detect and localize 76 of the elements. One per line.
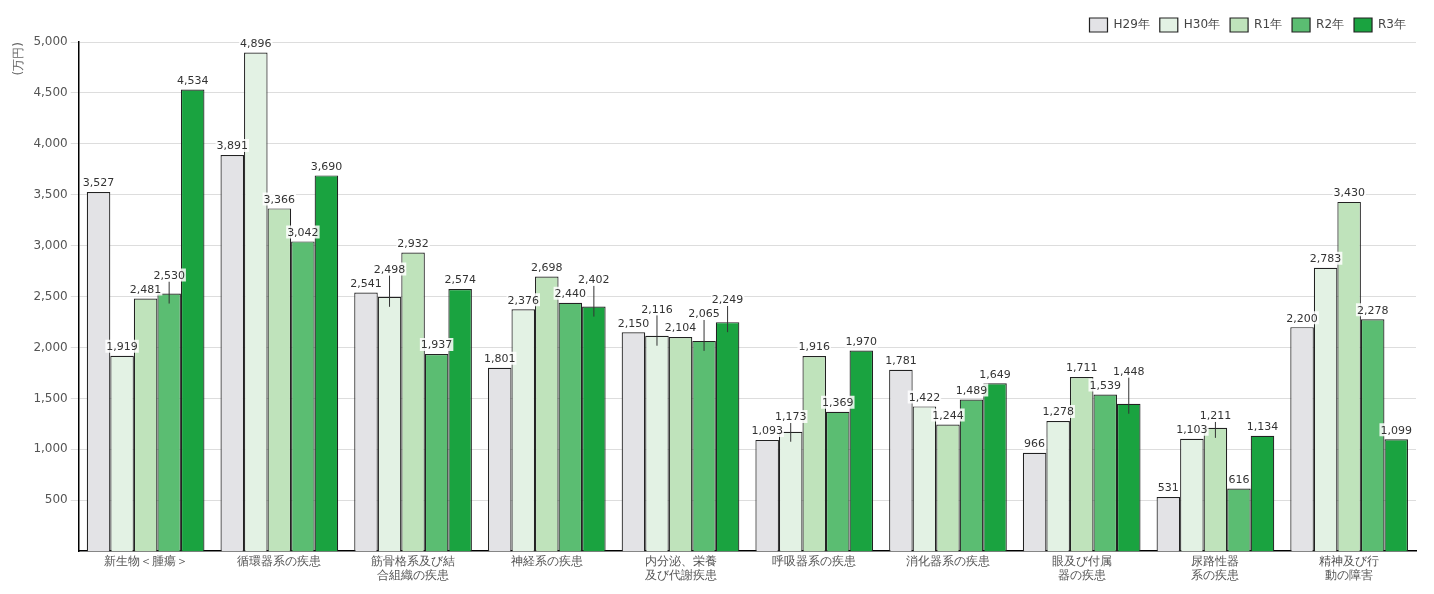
data-label: 1,103 [1176,423,1208,437]
y-tick-label: 500 [44,492,68,507]
data-label: 1,244 [932,408,964,422]
legend-label: H29年 [1113,17,1150,32]
data-label: 3,891 [216,139,249,153]
data-label: 531 [1157,481,1179,495]
data-label: 2,065 [688,307,720,321]
x-tick-label: 循環器系の疾患 [237,553,322,568]
data-label: 2,932 [397,236,429,250]
data-label: 2,249 [711,293,744,307]
y-tick-label: 2,500 [33,288,68,303]
data-label: 1,801 [483,352,516,366]
x-tick-label: 新生物＜腫瘍＞ [103,553,188,568]
data-label: 3,366 [263,192,296,206]
data-label: 3,690 [310,159,343,173]
data-label: 1,369 [822,396,854,410]
x-tick-label: 眼及び付属器の疾患 [1051,553,1112,582]
y-tick-label: 1,000 [33,441,68,456]
y-tick-label: 5,000 [33,34,68,49]
x-tick-label: 呼吸器系の疾患 [772,553,857,568]
y-tick-label: 2,000 [33,339,68,354]
data-label: 2,574 [444,273,476,287]
legend-label: R2年 [1316,17,1345,32]
data-label: 3,430 [1333,186,1365,200]
x-tick-label: 筋骨格系及び結合組織の疾患 [371,553,456,582]
data-label: 3,042 [287,225,319,239]
y-tick-label: 4,000 [33,135,68,150]
y-axis-title: (万円) [11,42,26,76]
data-label: 2,541 [350,276,382,290]
legend-label: R1年 [1254,17,1283,32]
data-label: 2,200 [1286,311,1318,325]
data-label: 2,440 [554,287,587,301]
y-tick-label: 3,500 [33,186,68,201]
x-tick-label: 消化器系の疾患 [905,553,990,568]
data-label: 2,481 [129,282,162,296]
data-label: 2,278 [1356,303,1389,317]
y-tick-label: 1,500 [33,390,68,405]
data-label: 2,150 [617,316,650,330]
x-tick-label: 内分泌、栄養及び代謝疾患 [644,553,717,582]
data-label: 1,970 [845,334,878,348]
data-label: 1,919 [106,340,138,354]
data-label: 1,489 [955,383,988,397]
data-label: 616 [1228,472,1250,486]
data-label: 2,530 [153,268,185,282]
data-label: 3,527 [82,176,115,190]
data-label: 2,104 [664,321,697,335]
x-tick-label: 神経系の疾患 [510,553,583,568]
data-label: 1,937 [420,338,453,352]
data-label: 1,093 [751,424,783,438]
data-label: 1,539 [1089,378,1121,392]
data-label: 4,534 [176,73,209,87]
x-tick-label: 尿路性器系の疾患 [1191,553,1240,582]
data-label: 1,448 [1113,364,1145,378]
data-label: 2,376 [507,293,539,307]
data-label: 1,278 [1042,405,1074,419]
data-label: 2,116 [641,302,673,316]
data-label: 2,698 [531,260,563,274]
data-label: 1,422 [908,390,941,404]
data-label: 1,781 [885,354,917,368]
data-label: 966 [1024,437,1046,451]
y-tick-label: 3,000 [33,237,68,252]
data-label: 1,649 [979,367,1011,381]
data-label: 1,099 [1380,423,1412,437]
data-label: 2,402 [578,273,610,287]
data-label: 1,711 [1065,361,1098,375]
data-label: 4,896 [240,36,272,50]
data-label: 1,916 [798,340,830,354]
data-label: 1,173 [774,410,807,424]
data-label: 1,211 [1199,409,1232,423]
x-tick-label: 精神及び行動の障害 [1319,553,1380,582]
y-tick-label: 4,500 [33,85,68,100]
data-label: 1,134 [1246,420,1279,434]
legend-label: R3年 [1378,17,1407,32]
data-label: 2,783 [1309,252,1342,266]
legend-label: H30年 [1183,17,1221,32]
data-label: 2,498 [373,262,406,276]
